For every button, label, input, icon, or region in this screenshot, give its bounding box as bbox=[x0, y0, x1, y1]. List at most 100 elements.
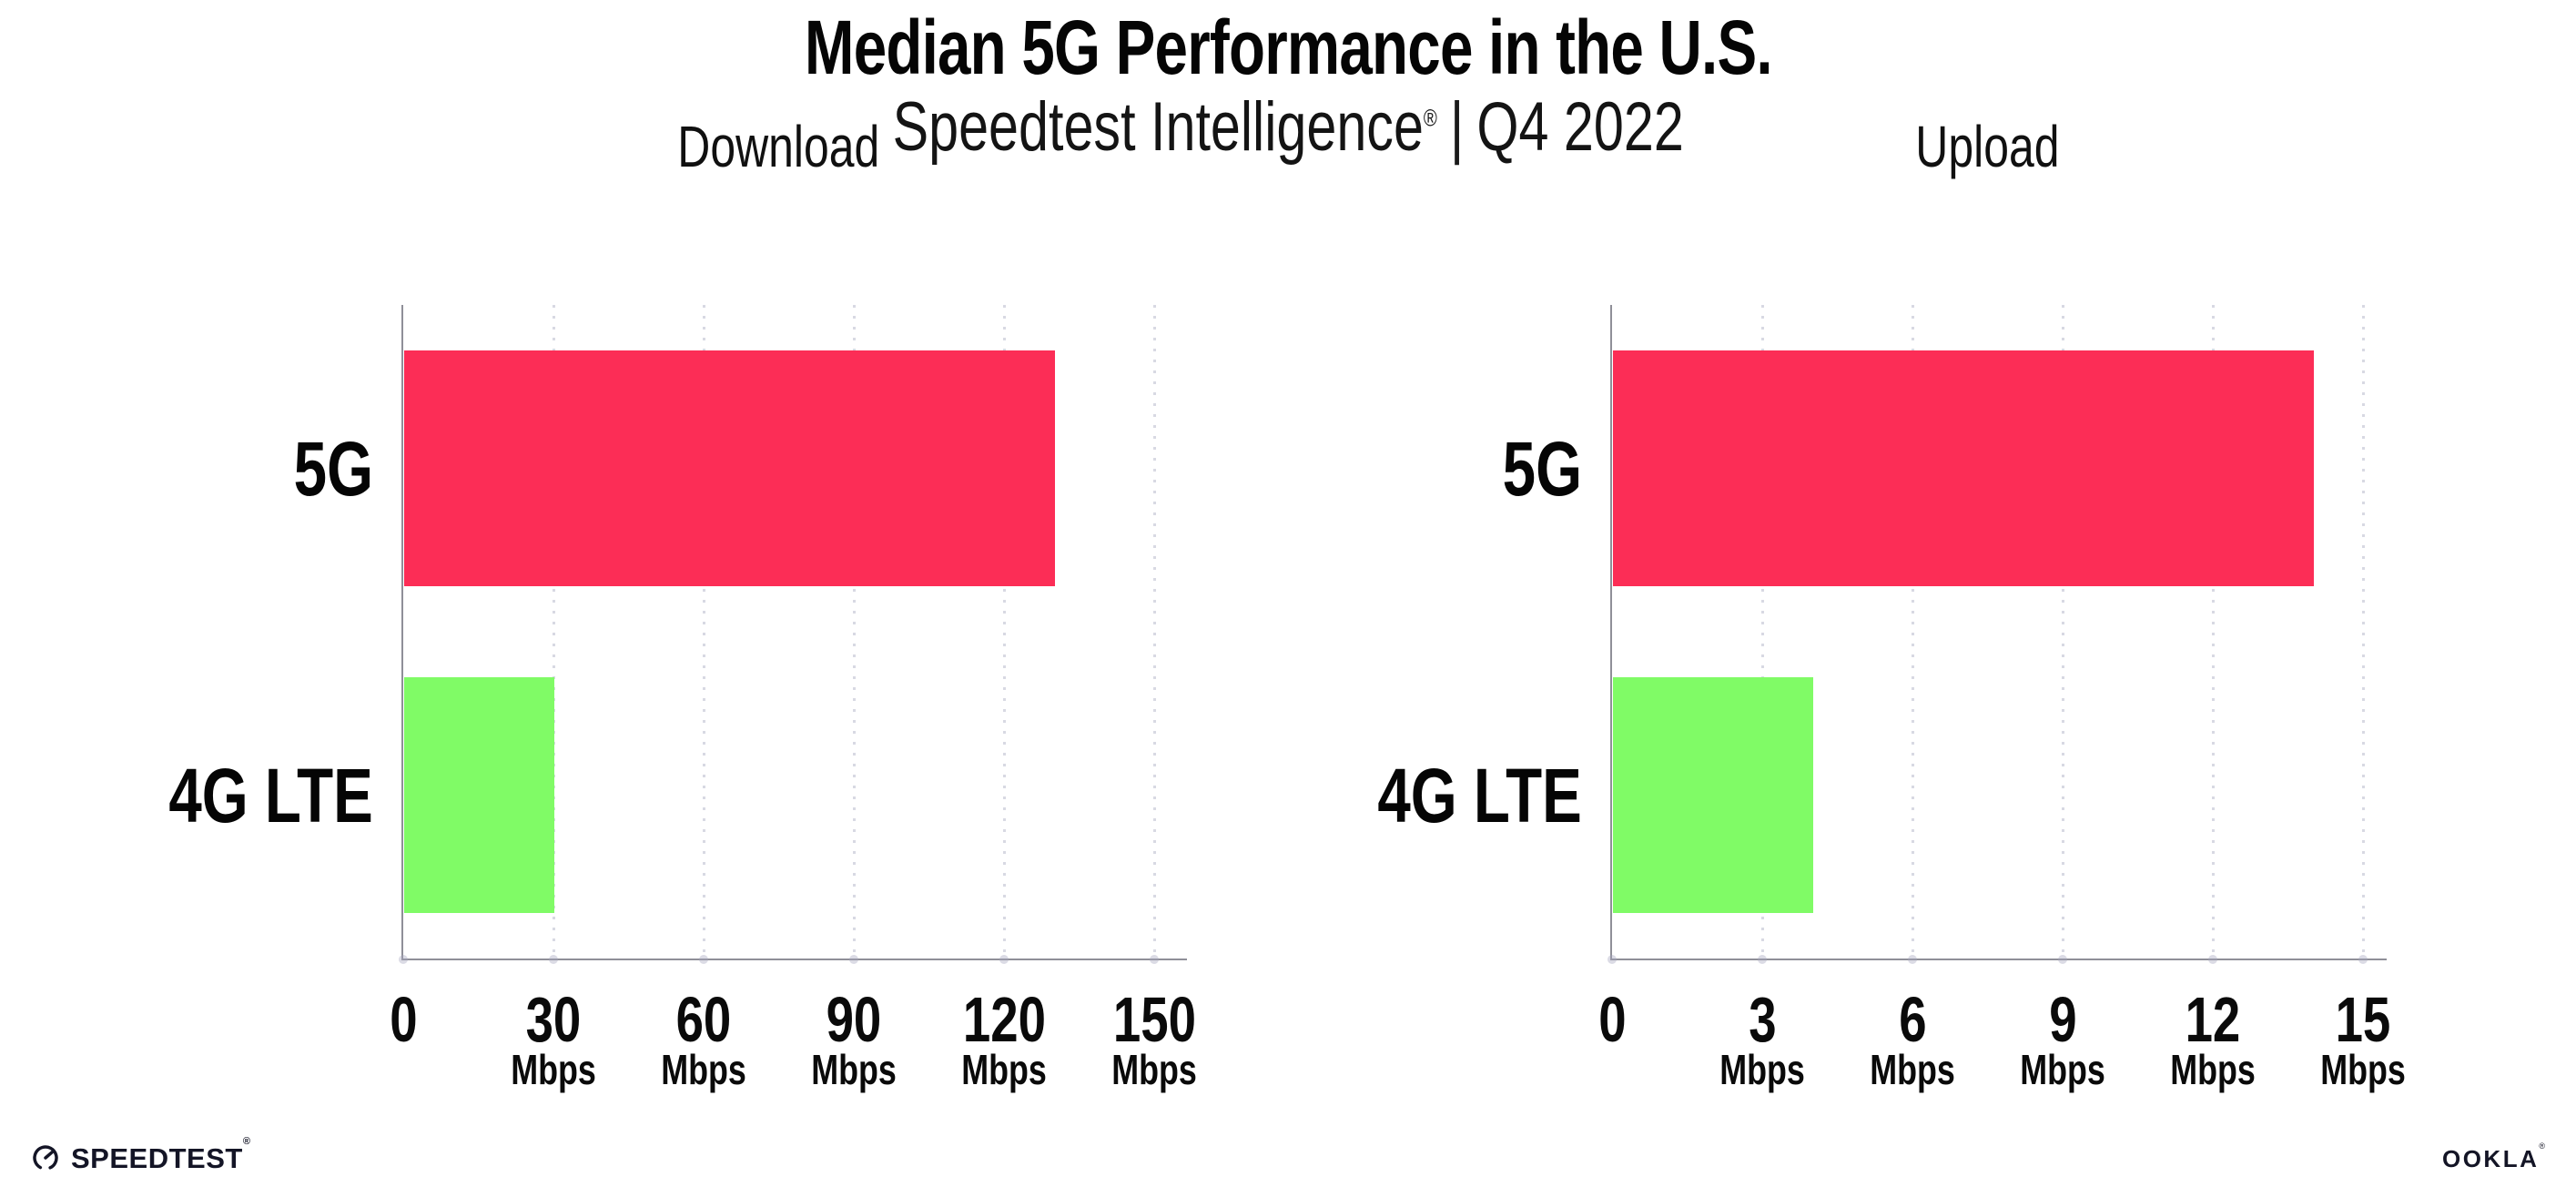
subtitle-period: Q4 2022 bbox=[1476, 88, 1684, 166]
x-tick-value: 60 bbox=[675, 984, 732, 1055]
gridline-12 bbox=[2211, 305, 2215, 959]
x-tick-unit-12: Mbps bbox=[2122, 1049, 2304, 1090]
gridline-6 bbox=[1911, 305, 1914, 959]
category-label-text: 4G LTE bbox=[1377, 752, 1582, 838]
x-axis-tick-dot-9 bbox=[2058, 955, 2067, 964]
speedtest-gauge-icon bbox=[33, 1145, 58, 1171]
page-title-text: Median 5G Performance in the U.S. bbox=[804, 5, 1773, 90]
speedtest-wordmark: SPEEDTEST® bbox=[71, 1136, 250, 1174]
ookla-registered-mark: ® bbox=[2539, 1141, 2545, 1151]
x-tick-label-0: 0 bbox=[1521, 988, 1703, 1051]
x-tick-label-0: 0 bbox=[312, 988, 494, 1051]
ookla-wordmark: OOKLA bbox=[2441, 1145, 2540, 1172]
bar-5g bbox=[1613, 350, 2314, 586]
x-tick-label-15: 15 bbox=[2272, 988, 2454, 1051]
x-axis-line bbox=[401, 959, 1187, 960]
x-tick-unit-text: Mbps bbox=[1719, 1046, 1805, 1093]
x-tick-unit-6: Mbps bbox=[1821, 1049, 2003, 1090]
x-axis-tick-dot-0 bbox=[1607, 955, 1617, 964]
x-axis-tick-dot-30 bbox=[549, 955, 558, 964]
x-tick-unit-text: Mbps bbox=[961, 1046, 1047, 1093]
x-axis-tick-dot-60 bbox=[699, 955, 708, 964]
speedtest-logo: SPEEDTEST® bbox=[31, 1136, 250, 1174]
x-tick-value: 9 bbox=[2048, 984, 2077, 1055]
bar-4g-lte bbox=[404, 677, 554, 913]
x-tick-unit-text: Mbps bbox=[811, 1046, 897, 1093]
x-tick-value: 30 bbox=[525, 984, 582, 1055]
x-tick-unit-60: Mbps bbox=[613, 1049, 795, 1090]
x-tick-unit-text: Mbps bbox=[661, 1046, 746, 1093]
speedtest-registered-mark: ® bbox=[242, 1135, 251, 1147]
x-tick-unit-text: Mbps bbox=[511, 1046, 596, 1093]
x-axis-tick-dot-0 bbox=[399, 955, 408, 964]
category-label-text: 5G bbox=[1502, 425, 1582, 512]
y-axis-line bbox=[1610, 305, 1612, 960]
x-tick-unit-30: Mbps bbox=[462, 1049, 644, 1090]
x-tick-value: 6 bbox=[1898, 984, 1927, 1055]
category-label-text: 5G bbox=[293, 425, 373, 512]
x-tick-value: 12 bbox=[2185, 984, 2241, 1055]
gridline-60 bbox=[702, 305, 705, 959]
x-tick-label-60: 60 bbox=[613, 988, 795, 1051]
y-axis-line bbox=[401, 305, 403, 960]
x-tick-label-120: 120 bbox=[913, 988, 1095, 1051]
category-label-4g-lte: 4G LTE bbox=[1209, 757, 1582, 834]
x-tick-value: 120 bbox=[962, 984, 1046, 1055]
x-tick-unit-9: Mbps bbox=[1972, 1049, 2154, 1090]
category-label-5g: 5G bbox=[1209, 431, 1582, 507]
x-tick-unit-15: Mbps bbox=[2272, 1049, 2454, 1090]
category-label-4g-lte: 4G LTE bbox=[0, 757, 373, 834]
chart-title-upload: Upload bbox=[1521, 116, 2454, 178]
gridline-30 bbox=[552, 305, 555, 959]
ookla-logo: OOKLA® bbox=[2441, 1141, 2545, 1172]
x-axis-tick-dot-150 bbox=[1150, 955, 1159, 964]
gridline-3 bbox=[1760, 305, 1764, 959]
x-tick-label-6: 6 bbox=[1821, 988, 2003, 1051]
gridline-90 bbox=[852, 305, 856, 959]
x-axis-tick-dot-120 bbox=[999, 955, 1009, 964]
x-tick-unit-150: Mbps bbox=[1063, 1049, 1245, 1090]
category-label-5g: 5G bbox=[0, 431, 373, 507]
category-label-text: 4G LTE bbox=[168, 752, 373, 838]
x-tick-label-90: 90 bbox=[763, 988, 945, 1051]
x-tick-label-30: 30 bbox=[462, 988, 644, 1051]
chart-title-text: Download bbox=[677, 114, 880, 179]
x-tick-value: 0 bbox=[1597, 984, 1627, 1055]
subtitle-brand: Speedtest Intelligence bbox=[892, 88, 1424, 166]
x-axis-tick-dot-12 bbox=[2208, 955, 2217, 964]
page-subtitle: Speedtest Intelligence® | Q4 2022 bbox=[0, 91, 2576, 164]
x-tick-value: 90 bbox=[826, 984, 882, 1055]
x-tick-unit-90: Mbps bbox=[763, 1049, 945, 1090]
x-tick-unit-3: Mbps bbox=[1671, 1049, 1853, 1090]
page-subtitle-text: Speedtest Intelligence® | Q4 2022 bbox=[892, 91, 1683, 164]
gridline-15 bbox=[2361, 305, 2365, 959]
gridline-150 bbox=[1152, 305, 1156, 959]
x-tick-unit-text: Mbps bbox=[1111, 1046, 1197, 1093]
bar-4g-lte bbox=[1613, 677, 1813, 913]
x-tick-unit-text: Mbps bbox=[2320, 1046, 2406, 1093]
x-tick-value: 3 bbox=[1748, 984, 1777, 1055]
x-tick-unit-120: Mbps bbox=[913, 1049, 1095, 1090]
gridline-9 bbox=[2061, 305, 2064, 959]
x-tick-label-9: 9 bbox=[1972, 988, 2154, 1051]
x-tick-label-12: 12 bbox=[2122, 988, 2304, 1051]
x-tick-value: 0 bbox=[389, 984, 418, 1055]
x-tick-label-150: 150 bbox=[1063, 988, 1245, 1051]
x-tick-label-3: 3 bbox=[1671, 988, 1853, 1051]
x-tick-unit-text: Mbps bbox=[2170, 1046, 2256, 1093]
bar-5g bbox=[404, 350, 1055, 586]
subtitle-separator: | bbox=[1449, 88, 1465, 166]
x-axis-tick-dot-90 bbox=[849, 955, 858, 964]
subtitle-registered-mark: ® bbox=[1423, 104, 1437, 132]
speedtest-label: SPEEDTEST bbox=[71, 1141, 243, 1174]
gridline-120 bbox=[1002, 305, 1006, 959]
x-tick-value: 150 bbox=[1112, 984, 1196, 1055]
x-tick-unit-text: Mbps bbox=[1870, 1046, 1955, 1093]
x-axis-tick-dot-15 bbox=[2358, 955, 2368, 964]
x-tick-unit-text: Mbps bbox=[2020, 1046, 2105, 1093]
chart-title-download: Download bbox=[312, 114, 1245, 179]
page-title: Median 5G Performance in the U.S. bbox=[0, 7, 2576, 87]
x-tick-value: 15 bbox=[2335, 984, 2391, 1055]
x-axis-tick-dot-3 bbox=[1758, 955, 1767, 964]
